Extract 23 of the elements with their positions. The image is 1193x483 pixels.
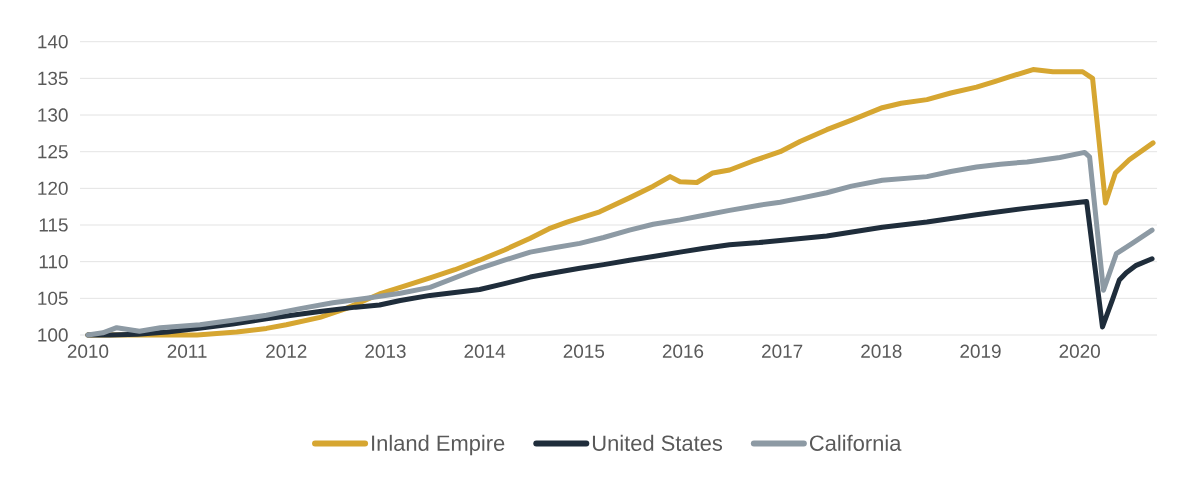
x-tick-label: 2010: [67, 344, 109, 358]
y-tick-label: 115: [39, 218, 68, 232]
y-tick-label: 120: [38, 181, 68, 196]
x-tick-label: 2012: [266, 344, 307, 358]
y-tick-label: 110: [39, 254, 68, 269]
x-tick-label: 2017: [762, 344, 803, 358]
x-tick-label: 2014: [464, 344, 506, 358]
y-tick-label: 125: [38, 144, 68, 159]
legend-label: California: [809, 434, 902, 451]
x-tick-label: 2020: [1059, 344, 1100, 358]
y-tick-label: 130: [38, 108, 68, 122]
x-tick-label: 2019: [960, 344, 1001, 358]
x-tick-label: 2016: [662, 344, 704, 358]
legend-label: United States: [592, 434, 723, 451]
x-tick-label: 2013: [365, 344, 406, 358]
legend-label: Inland Empire: [372, 434, 505, 456]
x-tick-label: 2018: [861, 344, 902, 358]
y-tick-label: 135: [38, 71, 68, 86]
y-tick-label: 100: [38, 328, 68, 342]
x-tick-label: 2011: [167, 344, 207, 358]
y-tick-label: 140: [38, 35, 68, 49]
y-tick-label: 105: [38, 291, 68, 306]
x-tick-label: 2015: [563, 344, 605, 358]
